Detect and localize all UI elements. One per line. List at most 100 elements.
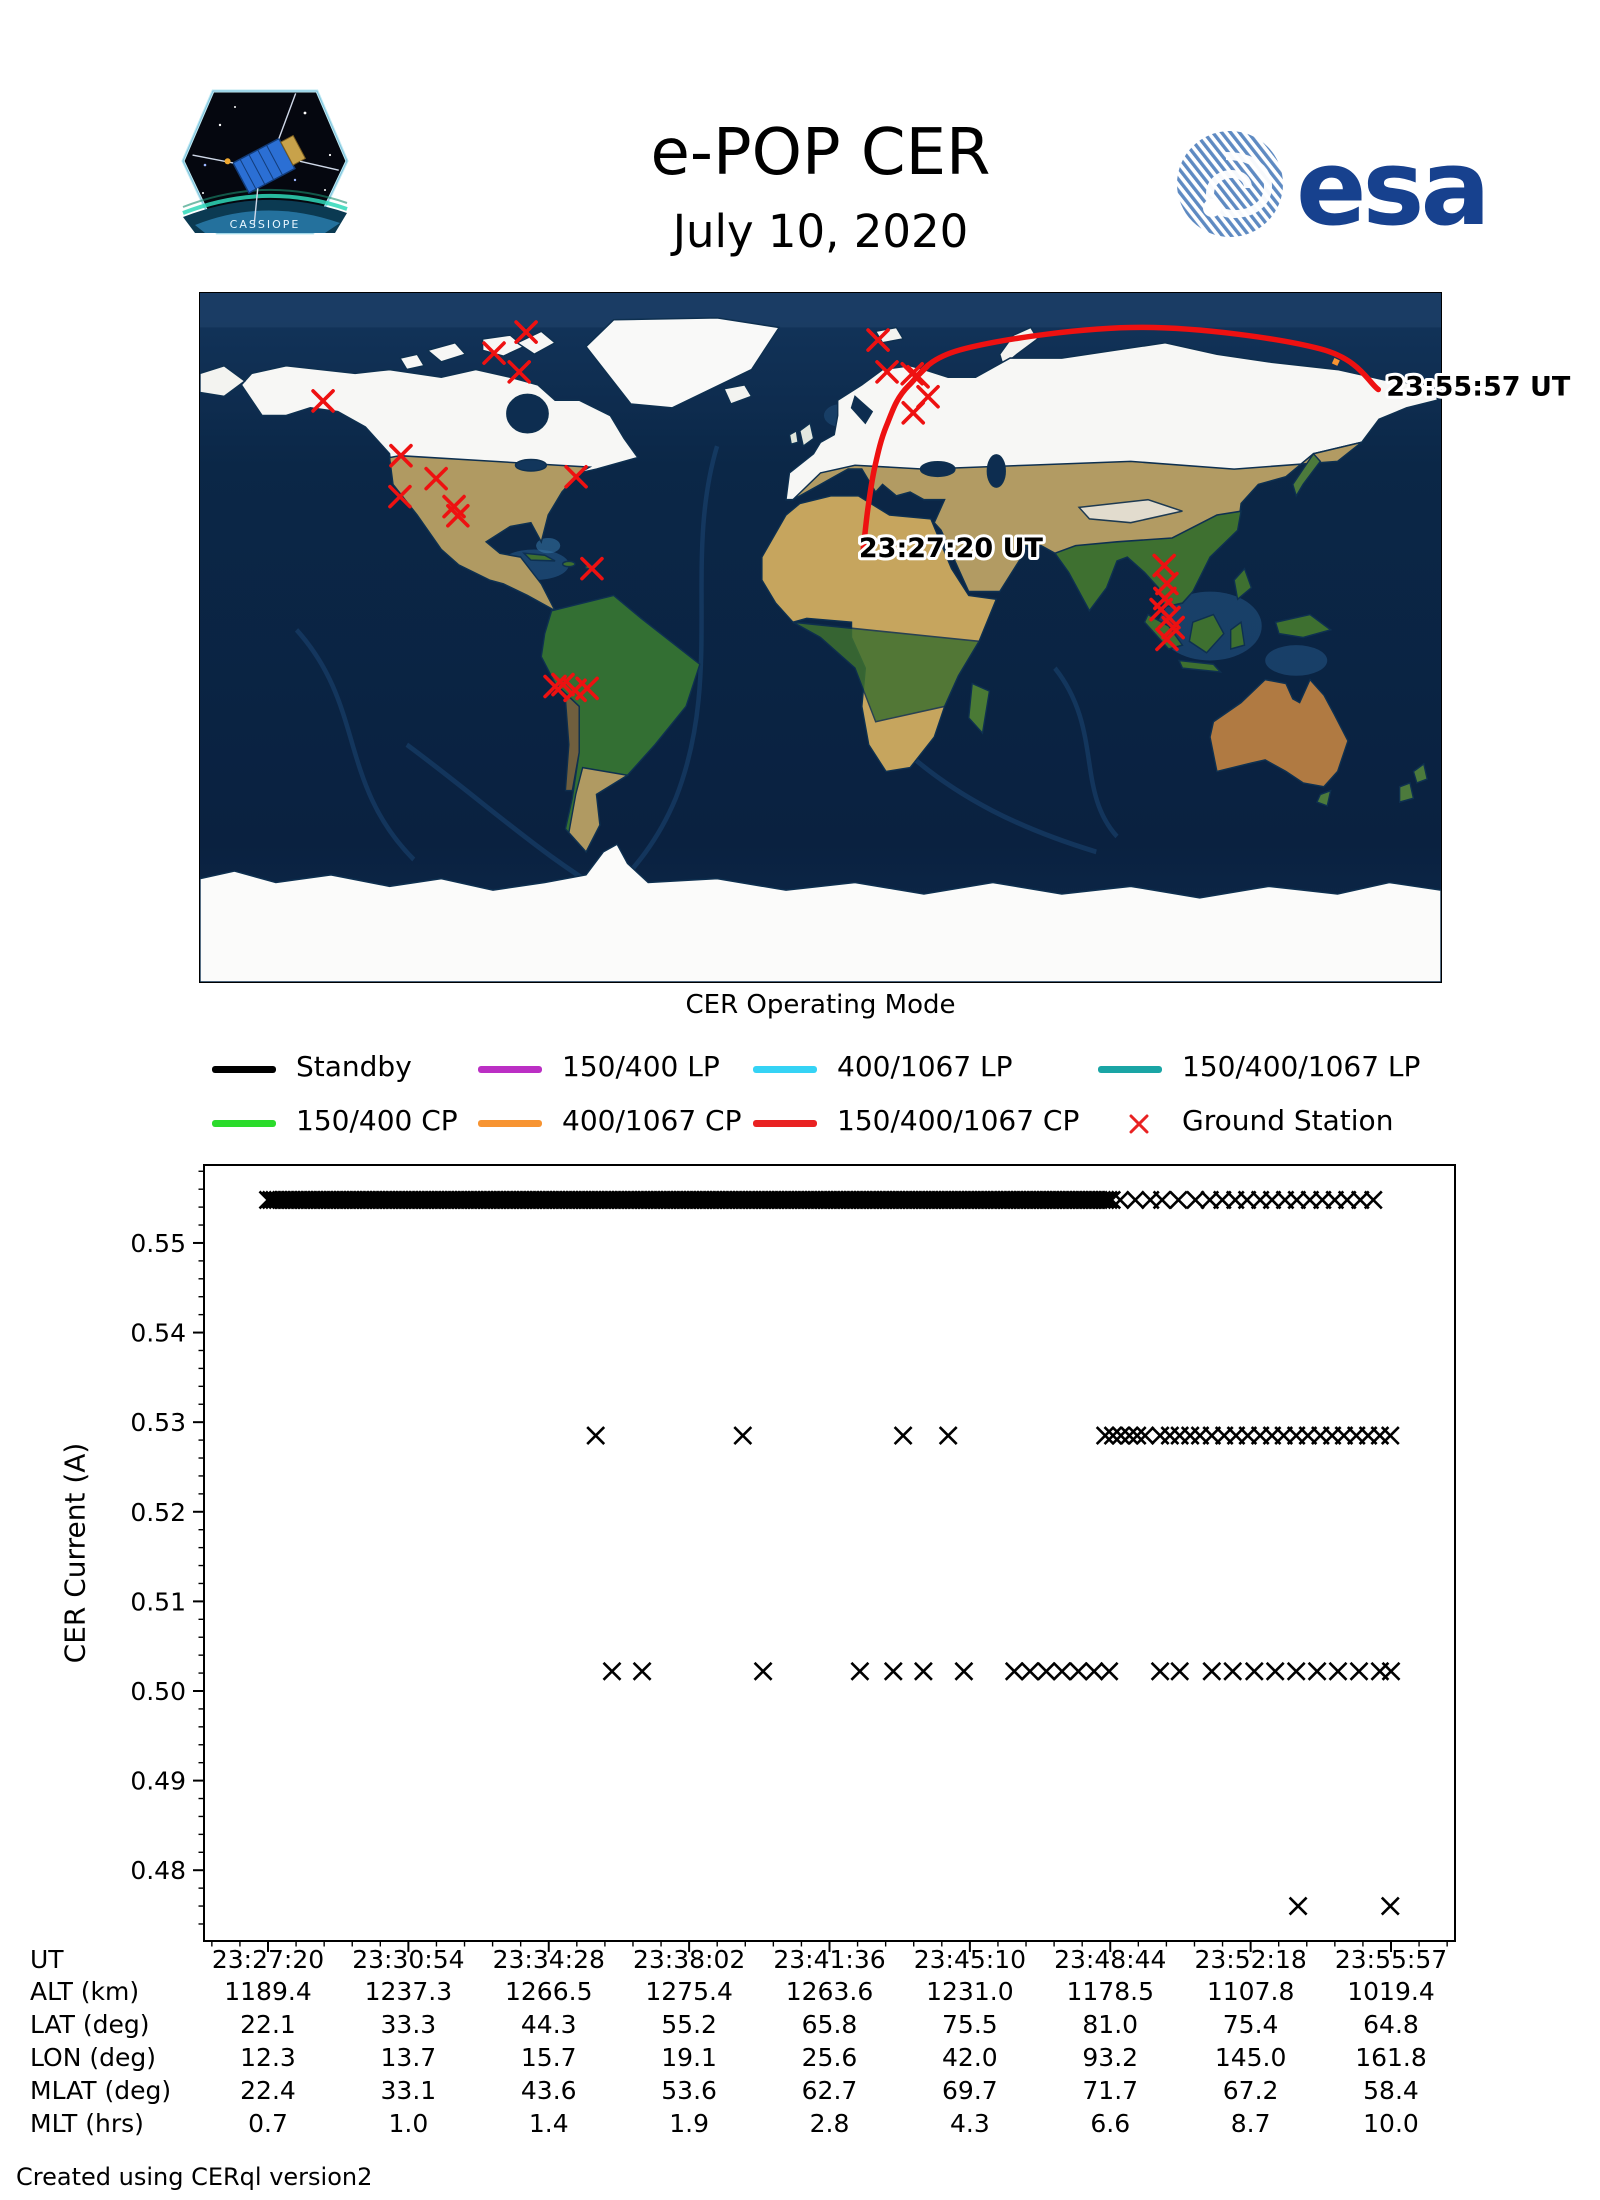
- table-cell: 1266.5: [505, 1977, 593, 2006]
- ground-station-marker: [446, 503, 470, 528]
- patch-satellite: [192, 93, 339, 225]
- table-cell: 23:34:28: [492, 1945, 605, 1974]
- table-cell: 1178.5: [1066, 1977, 1154, 2006]
- data-point-x: [1111, 1426, 1131, 1446]
- table-cell: 64.8: [1363, 2010, 1419, 2039]
- data-point-x: [1202, 1661, 1222, 1681]
- data-point-x: [893, 1426, 913, 1446]
- ground-station-marker: [543, 674, 567, 699]
- ground-station-marker: [1155, 627, 1179, 652]
- chart-y-axis-label: CER Current (A): [58, 1442, 92, 1664]
- table-cell: 13.7: [380, 2043, 437, 2072]
- table-cell: 22.4: [240, 2076, 296, 2105]
- data-point-x: [1381, 1661, 1401, 1681]
- continents: [200, 317, 1441, 982]
- table-cell: 69.7: [942, 2076, 998, 2105]
- legend-label-ground-station: Ground Station: [1182, 1104, 1394, 1137]
- patch-mission-name: CASSIOPE: [230, 218, 301, 231]
- ground-station-marker: [875, 360, 899, 384]
- data-point-x: [1307, 1661, 1327, 1681]
- table-cell: 0.7: [248, 2109, 288, 2138]
- table-cell: 55.2: [661, 2010, 717, 2039]
- data-point-x: [850, 1661, 870, 1681]
- data-point-x: [1052, 1661, 1072, 1681]
- data-point-x: [1160, 1426, 1180, 1446]
- x-glyph: [1129, 1114, 1149, 1134]
- ground-station-marker: [388, 484, 412, 509]
- data-point-x: [1168, 1190, 1188, 1210]
- legend-line-standby: [212, 1066, 276, 1073]
- legend-line-150-400-lp: [478, 1066, 542, 1073]
- legend-label-150-400-1067-lp: 150/400/1067 LP: [1182, 1050, 1421, 1083]
- page-title: e-POP CER: [650, 116, 991, 190]
- table-cell: 1.4: [528, 2109, 569, 2138]
- table-cell: 23:48:44: [1054, 1945, 1167, 1974]
- legend-label-400-1067-cp: 400/1067 CP: [562, 1104, 742, 1137]
- chart-frame: [203, 1164, 1456, 1942]
- ground-station-marker: [514, 320, 538, 344]
- table-row-label-ut: UT: [30, 1945, 64, 1974]
- table-cell: 145.0: [1214, 2043, 1287, 2072]
- page-date: July 10, 2020: [672, 205, 969, 258]
- data-point-x: [1084, 1661, 1104, 1681]
- data-point-x: [632, 1661, 652, 1681]
- data-point-x: [1180, 1426, 1200, 1446]
- table-cell: 75.4: [1222, 2010, 1279, 2039]
- data-point-x: [1244, 1661, 1264, 1681]
- table-cell: 58.4: [1363, 2076, 1419, 2105]
- ground-station-marker: [901, 401, 926, 425]
- data-point-x: [1363, 1190, 1383, 1210]
- y-tick-label: 0.55: [130, 1229, 186, 1258]
- table-cell: 1.9: [669, 2109, 709, 2138]
- table-cell: 43.6: [520, 2076, 577, 2105]
- table-cell: 23:38:02: [632, 1945, 746, 1974]
- table-cell: 33.1: [380, 2076, 437, 2105]
- data-point-x: [1185, 1190, 1205, 1210]
- data-point-x: [1110, 1190, 1130, 1210]
- table-cell: 44.3: [520, 2010, 577, 2039]
- table-cell: 161.8: [1355, 2043, 1427, 2072]
- data-point-x: [1135, 1426, 1155, 1446]
- table-cell: 15.7: [520, 2043, 577, 2072]
- data-point-x: [1380, 1426, 1400, 1446]
- track-end-time-label: 23:55:57 UT: [1386, 371, 1571, 402]
- data-point-x: [938, 1426, 958, 1446]
- table-row-label-lon-deg-: LON (deg): [30, 2043, 156, 2072]
- y-tick-label: 0.52: [130, 1498, 186, 1527]
- table-cell: 1019.4: [1347, 1977, 1435, 2006]
- table-cell: 67.2: [1222, 2076, 1279, 2105]
- legend-label-standby: Standby: [296, 1050, 412, 1083]
- track-start-time-label: 23:27:20 UT: [859, 533, 1044, 564]
- data-point-x: [1095, 1426, 1115, 1446]
- ground-station-marker: [551, 672, 575, 697]
- data-point-x: [733, 1426, 753, 1446]
- table-cell: 23:52:18: [1194, 1945, 1307, 1974]
- data-point-x: [913, 1661, 933, 1681]
- data-point-x: [1036, 1661, 1056, 1681]
- table-cell: 1.0: [388, 2109, 429, 2138]
- esa-globe-icon: [1177, 131, 1283, 237]
- ground-station-marker: [311, 389, 335, 413]
- table-cell: 22.1: [240, 2010, 296, 2039]
- y-tick-label: 0.53: [130, 1408, 186, 1437]
- ground-station-marker: [424, 466, 448, 491]
- data-point-x: [1068, 1661, 1088, 1681]
- legend-label-400-1067-lp: 400/1067 LP: [837, 1050, 1013, 1083]
- table-cell: 33.3: [380, 2010, 437, 2039]
- table-cell: 65.8: [801, 2010, 858, 2039]
- table-row-label-alt-km-: ALT (km): [30, 1977, 140, 2006]
- data-point-x: [1125, 1190, 1145, 1210]
- data-point-x: [1288, 1896, 1308, 1916]
- data-point-x: [1102, 1190, 1122, 1210]
- patch-stars: [202, 106, 332, 194]
- table-cell: 4.3: [949, 2109, 990, 2138]
- ground-station-marker: [906, 365, 930, 389]
- data-point-x: [1095, 1190, 1115, 1210]
- table-cell: 1107.8: [1206, 1977, 1295, 2006]
- data-point-x: [586, 1426, 606, 1446]
- legend-label-150-400-1067-cp: 150/400/1067 CP: [837, 1104, 1080, 1137]
- table-cell: 1231.0: [926, 1977, 1014, 2006]
- data-point-x: [1328, 1661, 1348, 1681]
- table-cell: 1189.4: [224, 1977, 312, 2006]
